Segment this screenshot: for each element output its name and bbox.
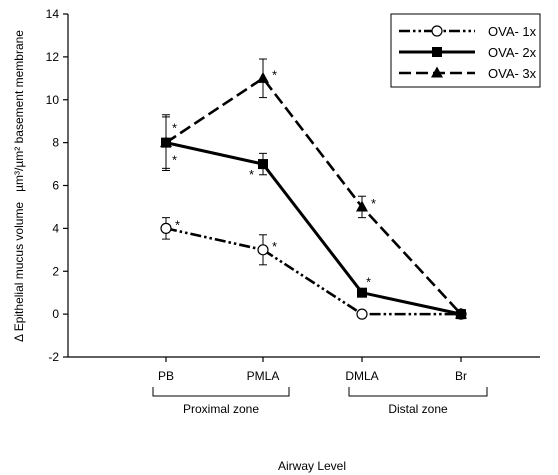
x-tick-label: PMLA [247, 369, 280, 383]
y-tick-label: 8 [52, 136, 59, 150]
y-tick-label: -2 [48, 350, 59, 364]
significance-marker: * [172, 153, 177, 168]
x-tick-label: PB [158, 369, 174, 383]
x-axis-title: Airway Level [278, 459, 346, 473]
data-point [258, 159, 268, 170]
significance-marker: * [249, 167, 254, 182]
legend-label: OVA- 3x [488, 66, 537, 81]
zone-bracket [348, 387, 488, 397]
data-point [432, 47, 442, 57]
legend-label: OVA- 2x [488, 45, 537, 60]
significance-marker: * [175, 217, 180, 232]
data-point [431, 66, 443, 78]
y-ticks: -2 0 2 4 6 8 10 12 14 [46, 7, 68, 364]
y-tick-label: 12 [46, 50, 60, 64]
data-point [160, 222, 172, 234]
data-point [160, 136, 172, 148]
y-tick-label: 4 [52, 221, 59, 235]
data-point [431, 25, 443, 37]
data-point [356, 308, 368, 320]
zone-label: Distal zone [388, 402, 448, 416]
series-line [165, 141, 462, 316]
series-group: * * * * * * * * [160, 58, 467, 320]
data-point [257, 71, 269, 83]
data-point [357, 287, 367, 298]
y-tick-label: 6 [52, 179, 59, 193]
x-tick-label: Br [455, 369, 467, 383]
y-tick-label: 2 [52, 264, 59, 278]
zones: Proximal zone Distal zone [152, 387, 488, 416]
zone-label: Proximal zone [183, 402, 259, 416]
x-ticks: PB PMLA DMLA Br [158, 357, 467, 383]
y-axis-title: Δ Epithelial mucus volume µm³/µm² baseme… [12, 30, 26, 342]
series-line [165, 227, 461, 316]
x-tick-label: DMLA [345, 369, 378, 383]
legend-label: OVA- 1x [488, 24, 537, 39]
series-2: * * * [161, 114, 466, 320]
legend-entry: OVA- 1x [399, 24, 537, 39]
data-point [455, 307, 467, 319]
significance-marker: * [366, 275, 371, 290]
significance-marker: * [371, 196, 376, 211]
significance-marker: * [172, 121, 177, 136]
y-tick-label: 14 [46, 7, 60, 21]
legend-entry: OVA- 3x [399, 66, 537, 81]
legend-entry: OVA- 2x [399, 45, 537, 60]
series-3: * * * [160, 58, 467, 319]
data-point [356, 200, 368, 212]
zone-bracket [152, 387, 290, 397]
y-tick-label: 0 [52, 307, 59, 321]
series-line [165, 76, 462, 316]
significance-marker: * [272, 67, 277, 82]
y-tick-label: 10 [46, 93, 60, 107]
data-point [257, 244, 269, 256]
significance-marker: * [272, 239, 277, 254]
legend: OVA- 1x OVA- 2x OVA- 3x [390, 13, 541, 88]
